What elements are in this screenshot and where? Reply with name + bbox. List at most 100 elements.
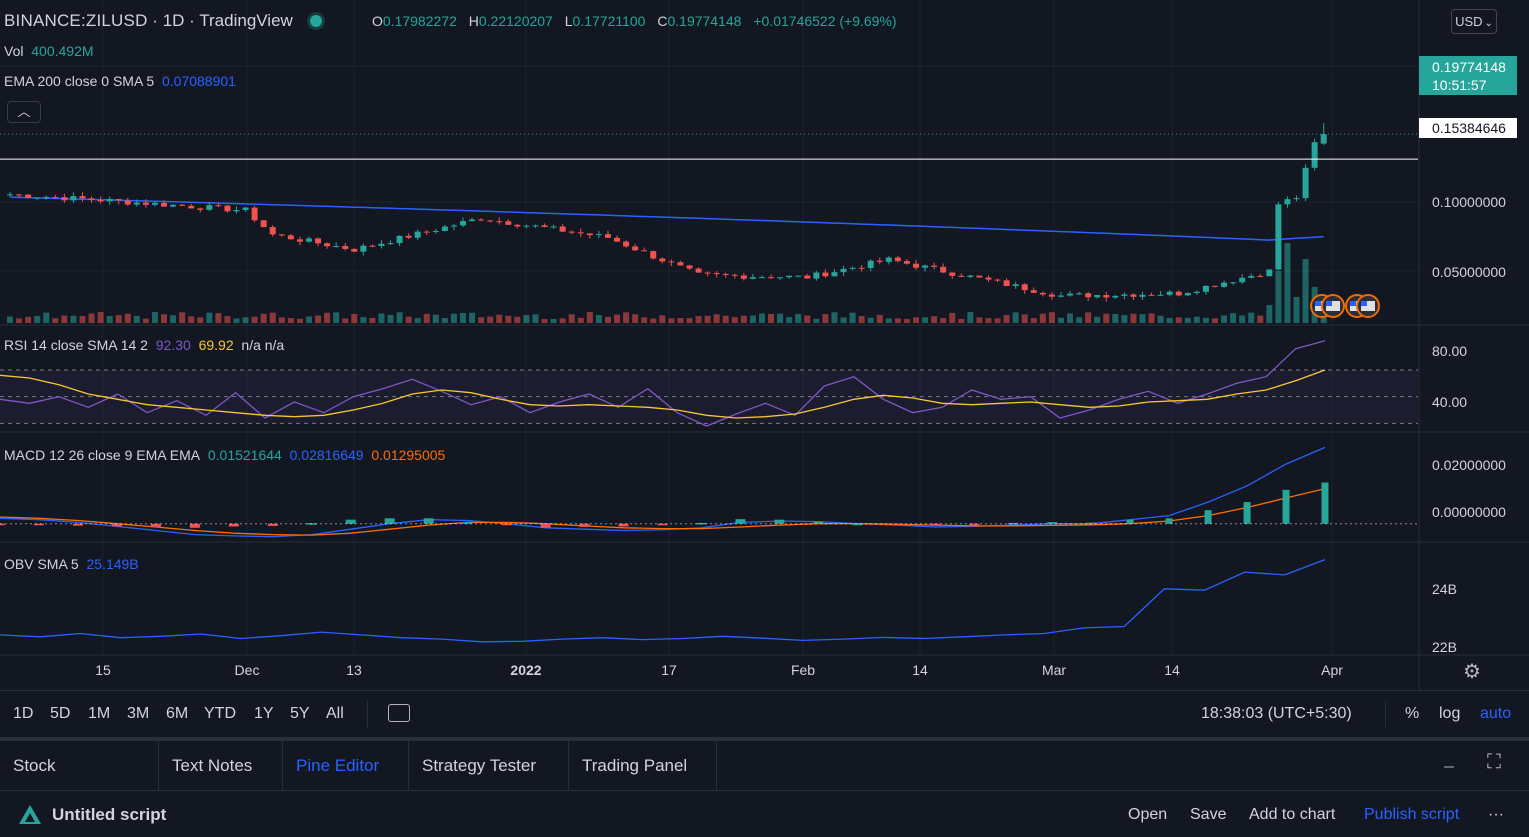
range-6m-button[interactable]: 6M	[166, 705, 189, 722]
auto-scale-toggle[interactable]: auto	[1480, 705, 1512, 722]
obv-legend[interactable]: OBV SMA 5 25.149B	[4, 556, 139, 572]
range-1d-button[interactable]: 1D	[13, 705, 34, 722]
volume-bar	[432, 314, 439, 323]
range-5y-button[interactable]: 5Y	[290, 705, 310, 722]
range-all-button[interactable]: All	[326, 705, 344, 722]
save-script-button[interactable]: Save	[1190, 806, 1227, 823]
macd-histogram-bar	[657, 523, 668, 526]
candle-body	[478, 219, 485, 221]
pine-logo-icon	[19, 805, 41, 824]
add-to-chart-button[interactable]: Add to chart	[1249, 806, 1336, 823]
volume-bar	[460, 312, 466, 323]
candle-body	[378, 243, 385, 246]
candle-body	[1320, 134, 1327, 144]
candle-body	[804, 275, 811, 279]
macd-histogram-bar	[774, 519, 785, 524]
candle-body	[958, 275, 965, 277]
tab-pine-editor[interactable]: Pine Editor	[283, 741, 409, 790]
candle-body	[894, 257, 901, 262]
bottom-panel-tabs: Stock Screener⌄ Text Notes Pine Editor S…	[0, 737, 1529, 824]
event-flags	[1310, 294, 1380, 318]
script-title[interactable]: Untitled script	[52, 805, 167, 824]
clock-timezone[interactable]: 18:38:03 (UTC+5:30)	[1201, 705, 1352, 722]
volume-bar	[170, 315, 177, 323]
ohlc-readout: O0.17982272 H0.22120207 L0.17721100 C0.1…	[372, 13, 905, 29]
volume-bar	[16, 318, 23, 323]
tab-text-notes[interactable]: Text Notes	[159, 741, 283, 790]
candle-body	[858, 267, 865, 269]
symbol-header[interactable]: BINANCE:ZILUSD · 1D · TradingView	[4, 11, 336, 31]
symbol-name[interactable]: BINANCE:ZILUSD	[4, 11, 148, 30]
rsi-axis-label: 80.00	[1432, 343, 1468, 359]
candle-body	[1057, 295, 1064, 297]
volume-bar	[287, 318, 294, 323]
volume-bar	[469, 312, 476, 323]
range-1m-button[interactable]: 1M	[88, 705, 111, 722]
macd-histogram-bar	[735, 519, 746, 524]
rsi-legend[interactable]: RSI 14 close SMA 14 2 92.30 69.92 n/a n/…	[4, 337, 284, 353]
volume-bar	[215, 313, 222, 323]
close-value: 0.19774148	[667, 13, 742, 29]
candle-body	[124, 200, 131, 205]
volume-bar	[641, 317, 648, 323]
currency-select[interactable]: USD ⌄	[1451, 9, 1497, 34]
candle-body	[641, 250, 648, 252]
candle-body	[595, 234, 602, 236]
date-range-icon[interactable]	[388, 704, 410, 722]
gear-icon[interactable]: ⚙	[1463, 661, 1481, 683]
candle-body	[840, 268, 847, 273]
candle-body	[1148, 294, 1155, 296]
volume-bar	[387, 314, 394, 323]
candle-body	[1184, 293, 1191, 296]
chevron-down-icon: ⌄	[1484, 18, 1493, 29]
volume-bar	[532, 314, 539, 323]
macd-legend[interactable]: MACD 12 26 close 9 EMA EMA 0.01521644 0.…	[4, 447, 445, 463]
publish-script-button[interactable]: Publish script	[1364, 806, 1460, 823]
volume-bar	[70, 315, 77, 323]
flag-stripes	[1326, 301, 1340, 311]
volume-bar	[731, 317, 738, 323]
ema-200-line	[9, 196, 1324, 241]
range-ytd-button[interactable]: YTD	[204, 705, 236, 722]
candle-body	[151, 202, 158, 205]
open-script-button[interactable]: Open	[1128, 806, 1168, 823]
ema-label: EMA 200 close 0 SMA 5	[4, 73, 155, 89]
candle-body	[242, 207, 249, 210]
candle-body	[1211, 285, 1218, 287]
interval[interactable]: 1D	[162, 11, 185, 30]
volume-bar	[813, 318, 820, 323]
log-scale-toggle[interactable]: log	[1439, 705, 1461, 722]
open-value: 0.17982272	[382, 13, 457, 29]
chart-area[interactable]	[0, 0, 1529, 690]
ema-legend[interactable]: EMA 200 close 0 SMA 5 0.07088901	[4, 73, 236, 89]
minimize-panel-icon[interactable]: ⎯	[1444, 755, 1454, 777]
time-axis-label: 15	[95, 662, 111, 678]
hline-price-label: 0.15384646	[1419, 118, 1517, 138]
tab-stock-screener[interactable]: Stock Screener⌄	[0, 741, 159, 824]
candle-body	[559, 226, 566, 232]
macd-histogram-bar	[423, 518, 434, 524]
candle-body	[722, 273, 729, 275]
percent-scale-toggle[interactable]: %	[1405, 705, 1420, 722]
volume-bar	[133, 315, 140, 323]
range-5d-button[interactable]: 5D	[50, 705, 71, 722]
volume-bar	[269, 312, 276, 323]
volume-bar	[106, 315, 113, 323]
tab-strategy-tester[interactable]: Strategy Tester	[409, 741, 569, 790]
range-3m-button[interactable]: 3M	[127, 705, 150, 722]
maximize-panel-icon[interactable]: ⛶	[1487, 751, 1501, 773]
volume-bar	[351, 313, 358, 323]
candle-body	[206, 205, 213, 210]
range-1y-button[interactable]: 1Y	[254, 705, 274, 722]
tab-trading-panel[interactable]: Trading Panel	[569, 741, 717, 790]
collapse-legend-button[interactable]: ︿	[7, 101, 41, 123]
candle-body	[16, 194, 23, 196]
more-options-icon[interactable]: ···	[1488, 806, 1504, 823]
candle-body	[1175, 291, 1182, 296]
candle-body	[768, 277, 775, 279]
macd-histogram-bar	[0, 523, 5, 526]
volume-bar	[423, 313, 430, 323]
macd-histogram-bar	[1047, 522, 1058, 524]
candle-body	[305, 238, 312, 242]
volume-legend[interactable]: Vol 400.492M	[4, 43, 94, 59]
